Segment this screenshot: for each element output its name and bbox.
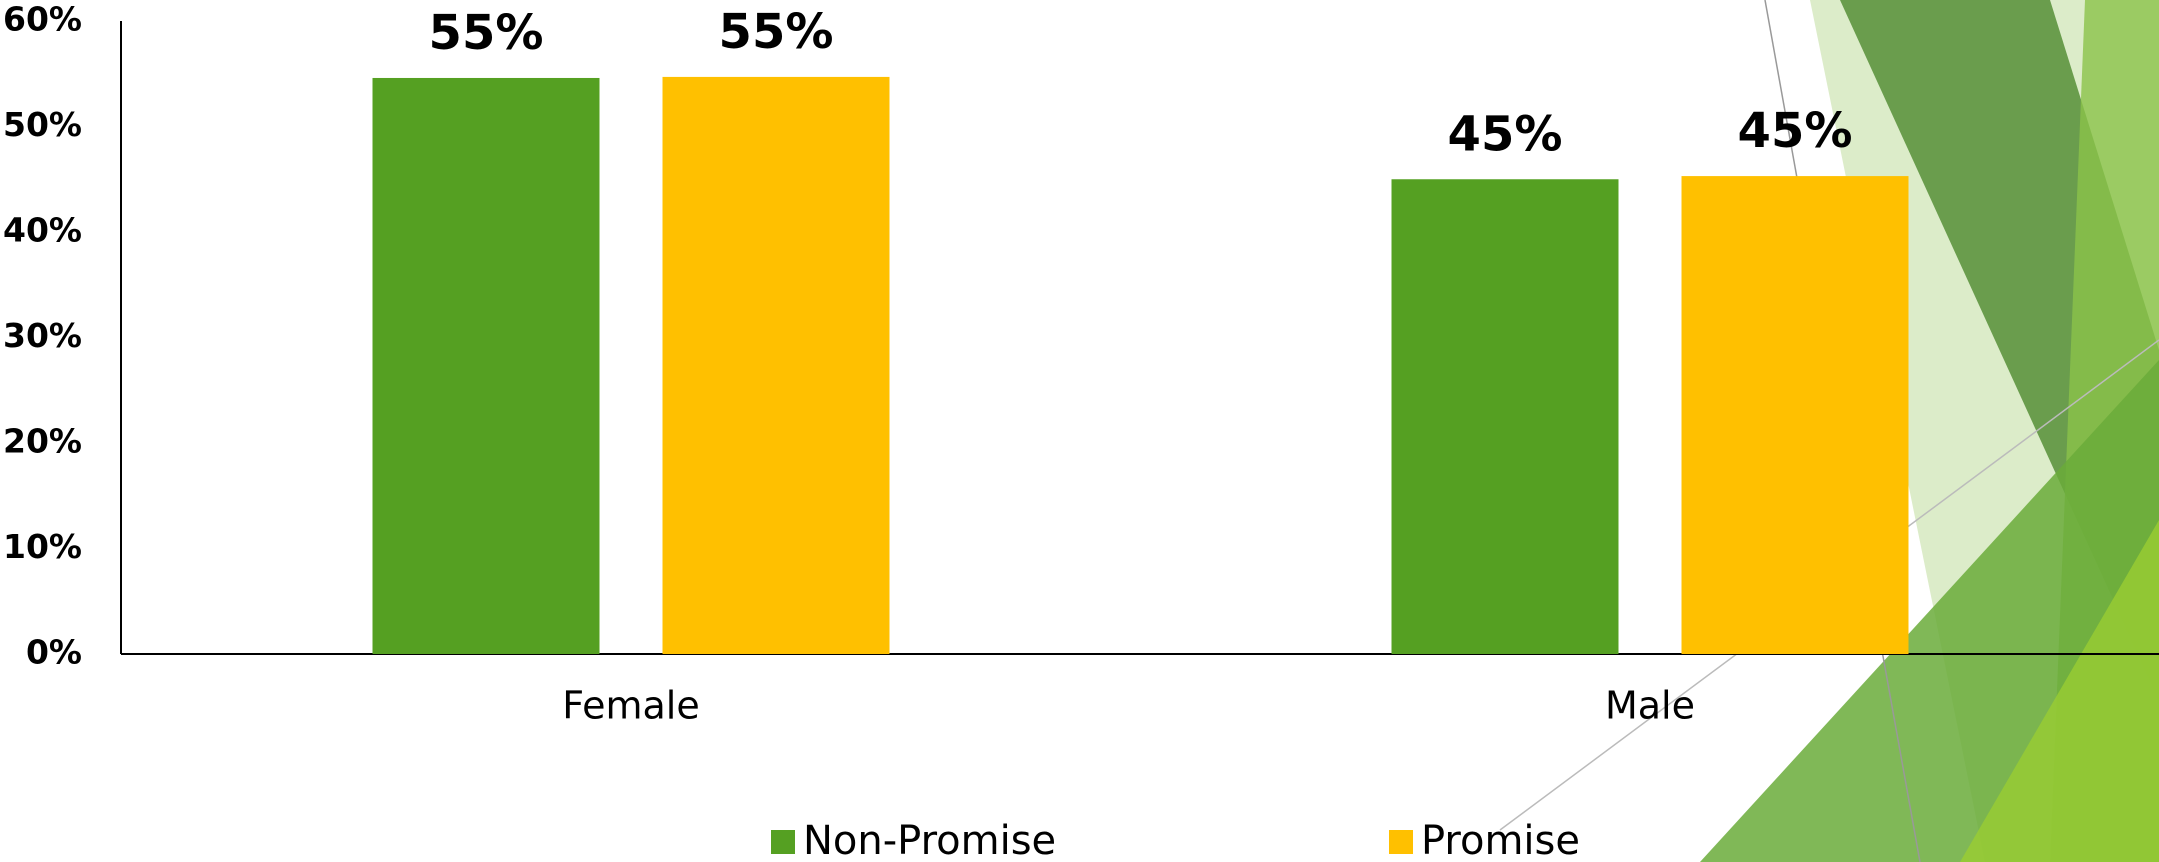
value-label: 45% xyxy=(1738,103,1853,159)
bar xyxy=(1681,176,1909,654)
y-tick-label: 20% xyxy=(3,422,82,461)
y-tick-label: 10% xyxy=(3,527,82,566)
x-tick-label: Male xyxy=(1605,684,1695,728)
y-tick-label: 30% xyxy=(3,316,82,355)
x-tick-label: Female xyxy=(562,684,699,728)
value-label: 45% xyxy=(1448,106,1563,162)
legend-swatch xyxy=(771,830,795,854)
bar xyxy=(372,77,600,655)
y-tick-label: 40% xyxy=(3,211,82,250)
legend-swatch xyxy=(1389,830,1413,854)
legend-label: Non-Promise xyxy=(803,818,1056,862)
bar xyxy=(662,76,890,655)
value-label: 55% xyxy=(719,4,834,60)
value-label: 55% xyxy=(429,5,544,61)
bar xyxy=(1391,179,1619,654)
y-tick-label: 60% xyxy=(3,0,82,39)
legend-label: Promise xyxy=(1421,818,1580,862)
y-tick-label: 50% xyxy=(3,105,82,144)
y-tick-label: 0% xyxy=(26,633,82,672)
